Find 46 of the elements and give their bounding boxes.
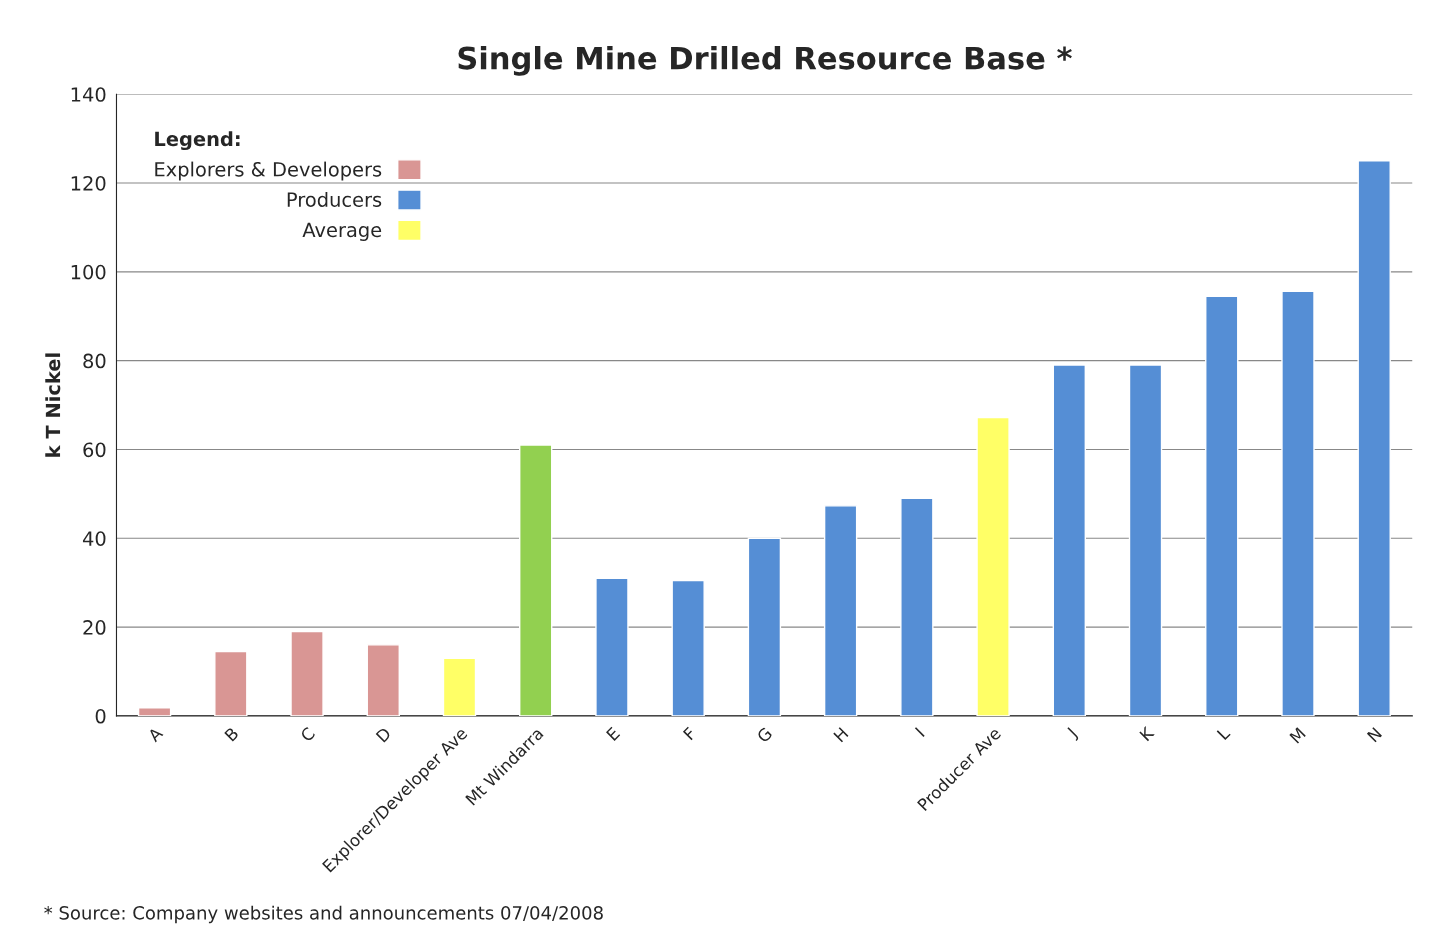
bar — [290, 630, 324, 716]
legend-label: Average — [302, 222, 382, 241]
chart-title: Single Mine Drilled Resource Base * — [458, 45, 1072, 76]
bar — [671, 579, 705, 716]
y-tick-label: 40 — [82, 531, 106, 546]
x-tick-label: A — [146, 726, 164, 743]
x-tick-label: I — [914, 727, 925, 737]
x-tick-label: F — [682, 726, 697, 741]
x-tick-label: M — [1289, 727, 1306, 744]
y-tick-label: 140 — [71, 87, 106, 102]
bar — [137, 707, 172, 716]
bar — [900, 497, 934, 716]
x-tick-label: H — [833, 727, 849, 743]
x-tick-label: C — [299, 726, 316, 743]
x-tick-label: K — [1139, 725, 1155, 742]
bar — [519, 444, 553, 716]
bar — [823, 505, 858, 716]
x-tick-label: D — [375, 726, 392, 743]
bar — [595, 577, 629, 716]
bar — [1281, 290, 1315, 716]
y-tick-label: 60 — [83, 442, 106, 458]
bar — [1128, 364, 1163, 716]
legend-title: Legend: — [155, 131, 240, 151]
y-tick-label: 100 — [71, 264, 106, 280]
bar — [1357, 160, 1391, 716]
legend-label: Producers — [287, 191, 382, 207]
x-tick-label: E — [606, 726, 621, 741]
y-axis-title: k T Nickel — [45, 353, 61, 457]
y-tick-label: 0 — [95, 708, 106, 724]
text: * Source: Company websites and announcements 07/04/2008 — [44, 905, 603, 924]
bar — [976, 416, 1010, 716]
x-tick-label: G — [756, 726, 773, 744]
y-tick-label: 80 — [83, 353, 106, 369]
y-tick-label: 120 — [71, 175, 106, 191]
bar — [1205, 295, 1239, 716]
x-tick-label: B — [224, 726, 239, 742]
bar — [366, 644, 400, 716]
legend-label: Explorers & Developers — [155, 161, 382, 181]
bar — [214, 650, 248, 716]
bar — [747, 537, 782, 716]
x-tick-label: N — [1366, 727, 1382, 743]
bar — [442, 657, 477, 716]
x-tick-label: L — [1216, 726, 1231, 741]
y-tick-label: 20 — [83, 620, 106, 635]
bar — [1052, 364, 1087, 716]
x-tick-label: J — [1065, 727, 1080, 742]
